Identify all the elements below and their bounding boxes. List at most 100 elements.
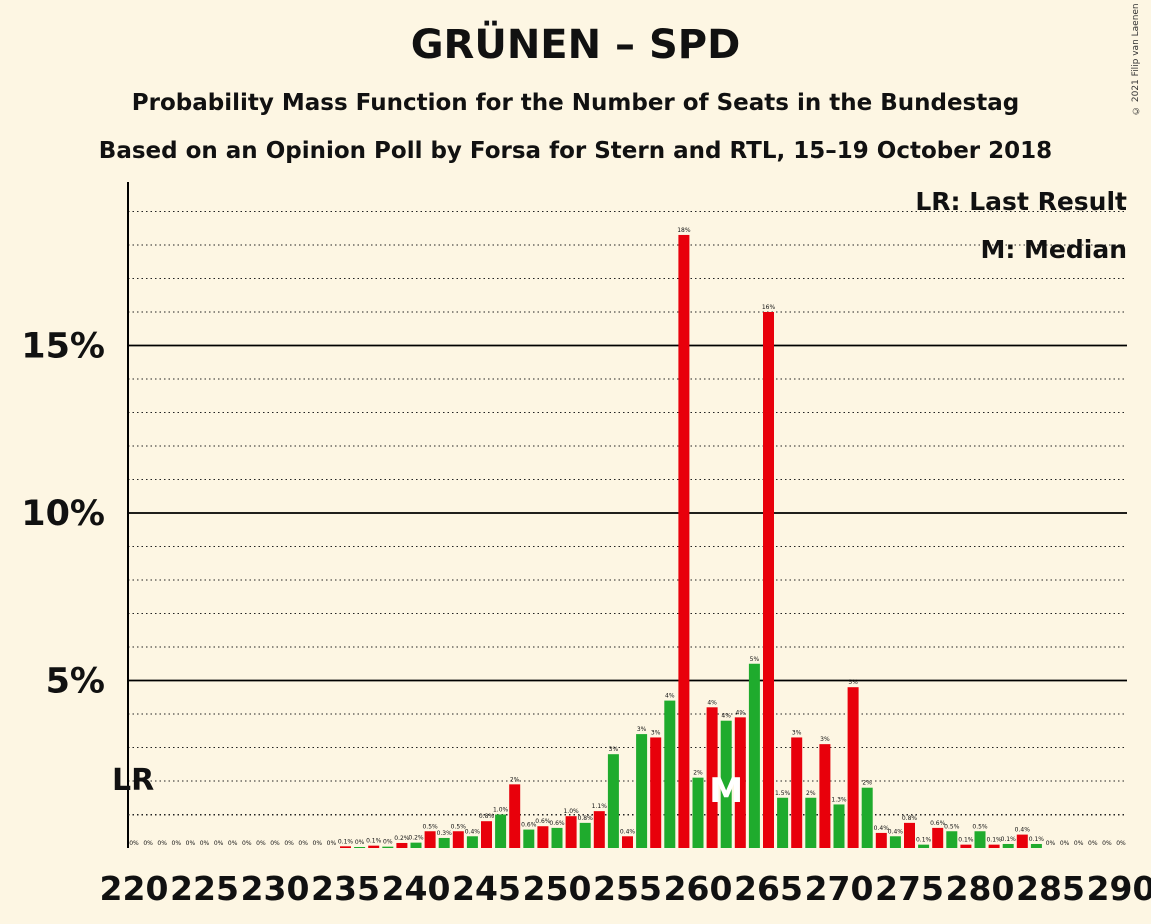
bar-value-label: 0.6% (535, 818, 551, 825)
bar-value-label: 5% (750, 656, 760, 663)
bar (918, 844, 930, 848)
bar-value-label: 0.1% (338, 838, 354, 845)
bar-value-label: 0% (256, 840, 266, 847)
x-tick-label: 245 (452, 869, 521, 908)
bar (1030, 843, 1042, 848)
x-tick-label: 270 (805, 869, 874, 908)
bar (833, 804, 845, 848)
bar-value-label: 0.2% (394, 835, 410, 842)
chart-title: GRÜNEN – SPD (410, 22, 741, 68)
bar-value-label: 0% (327, 840, 337, 847)
bar (368, 845, 380, 848)
bar-value-label: 0% (270, 840, 280, 847)
last-result-label: LR (112, 763, 154, 798)
bar-value-label: 2% (693, 770, 703, 777)
x-tick-label: 280 (946, 869, 1015, 908)
bar (410, 842, 422, 848)
bar-value-label: 0% (1102, 840, 1112, 847)
x-tick-label: 230 (241, 869, 310, 908)
bar (537, 826, 549, 848)
bar-value-label: 0% (355, 839, 365, 846)
bar-value-label: 0.6% (549, 820, 565, 827)
bar-value-label: 0.5% (972, 823, 988, 830)
bar (748, 663, 760, 848)
bar-value-label: 0.4% (465, 828, 481, 835)
bar (847, 687, 859, 848)
bar-value-label: 0.5% (451, 823, 467, 830)
bar-value-label: 0% (228, 840, 238, 847)
x-tick-label: 290 (1087, 869, 1151, 908)
bar-value-label: 0% (313, 840, 323, 847)
bar (340, 846, 351, 848)
bar-value-label: 2% (806, 790, 816, 797)
bar-value-label: 0% (284, 840, 294, 847)
bar (904, 822, 915, 848)
bar (777, 797, 789, 848)
bar (988, 844, 1000, 848)
bar-value-label: 18% (677, 227, 691, 234)
bar-value-label: 0.1% (366, 838, 382, 845)
bar (495, 814, 507, 848)
bar (1002, 843, 1014, 848)
median-marker: M (709, 771, 743, 811)
bar-value-label: 0.1% (958, 837, 974, 844)
x-tick-label: 275 (875, 869, 944, 908)
bar-value-label: 0.1% (916, 837, 932, 844)
bar-value-label: 2% (510, 776, 520, 783)
bar-value-label: 1.1% (592, 803, 608, 810)
bar-value-label: 0.8% (902, 815, 918, 822)
bar (763, 312, 774, 848)
x-tick-label: 260 (664, 869, 733, 908)
bar-value-label: 0% (200, 840, 210, 847)
bar-value-label: 0.6% (521, 822, 537, 829)
bar-value-label: 0% (1074, 840, 1084, 847)
bar-value-label: 0.2% (408, 835, 424, 842)
y-tick-label: 5% (46, 662, 105, 702)
bar (509, 784, 521, 848)
bar-value-label: 0.8% (578, 815, 594, 822)
bar-value-label: 3% (637, 726, 647, 733)
x-tick-label: 240 (382, 869, 451, 908)
bar (819, 744, 831, 848)
bar-value-label: 3% (651, 729, 661, 736)
bar (565, 816, 577, 848)
bar-value-label: 1.3% (831, 796, 847, 803)
chart-caption: Based on an Opinion Poll by Forsa for St… (98, 138, 1053, 164)
bar (889, 836, 901, 848)
bar (424, 831, 436, 848)
bar (861, 787, 873, 848)
bar-value-label: 0% (129, 840, 139, 847)
x-tick-label: 235 (311, 869, 380, 908)
bar (720, 720, 732, 848)
bar-value-label: 0.8% (479, 813, 495, 820)
bar-value-label: 0% (186, 840, 196, 847)
bar (382, 846, 394, 848)
bar (1016, 834, 1028, 848)
legend-entry: M: Median (980, 235, 1127, 264)
bar-value-label: 0.4% (888, 828, 904, 835)
bar (805, 797, 817, 848)
bar-value-label: 0% (242, 840, 252, 847)
chart-subtitle: Probability Mass Function for the Number… (131, 90, 1020, 116)
bar (579, 822, 591, 848)
bar (946, 831, 958, 848)
bar-value-label: 3% (820, 736, 830, 743)
bar (354, 846, 366, 848)
bar (593, 811, 605, 848)
bar (622, 836, 633, 848)
bar-value-label: 4% (665, 693, 675, 700)
bar-value-label: 0% (1046, 840, 1056, 847)
bar (650, 737, 662, 848)
x-tick-label: 285 (1016, 869, 1085, 908)
x-tick-label: 220 (100, 869, 169, 908)
y-tick-label: 10% (21, 494, 105, 534)
bar-value-label: 0% (143, 840, 153, 847)
bar (734, 717, 746, 848)
bar-value-label: 1.0% (563, 808, 579, 815)
bar-value-label: 0% (383, 839, 393, 846)
bar (974, 831, 986, 848)
bar-value-label: 0.1% (986, 837, 1002, 844)
bar-value-label: 3% (792, 729, 802, 736)
bar-value-label: 1.0% (493, 807, 509, 814)
